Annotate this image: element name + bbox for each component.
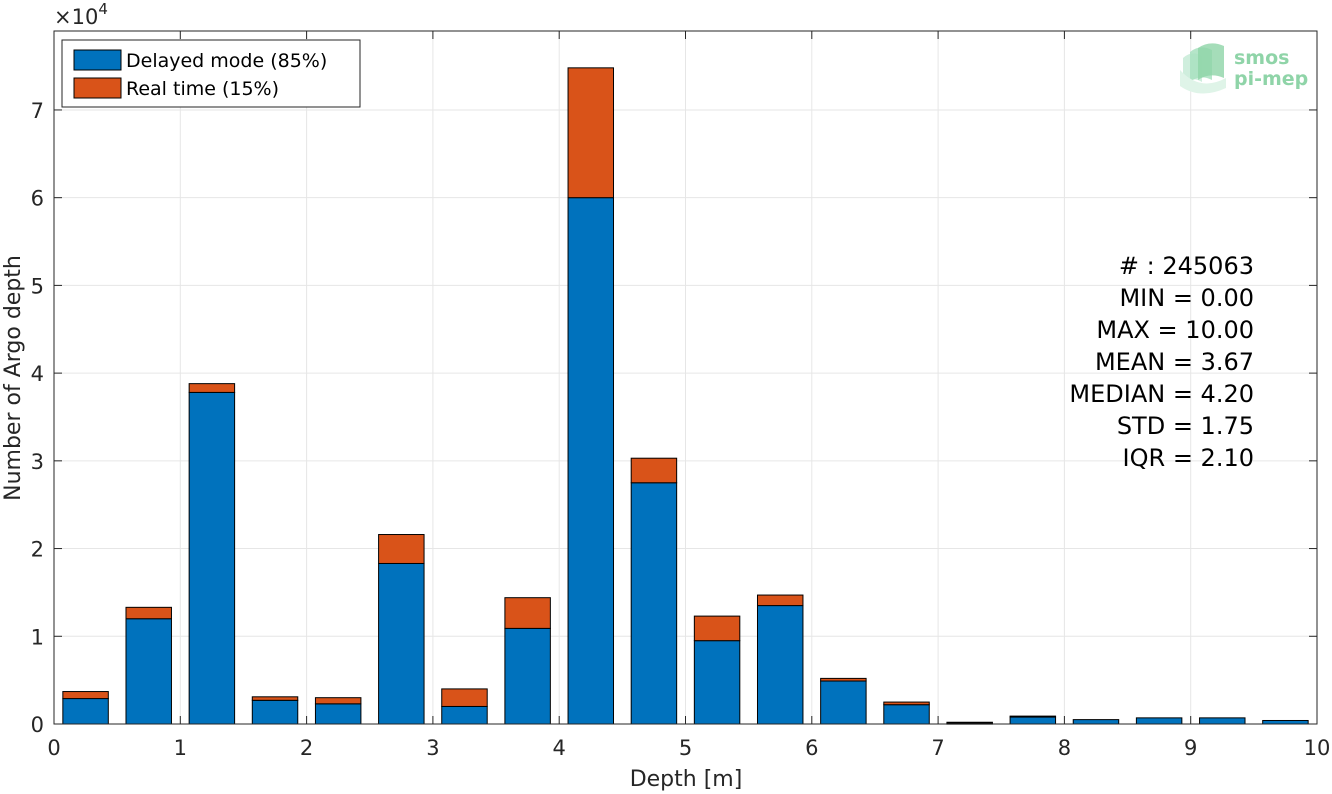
bar-real-time <box>125 606 172 620</box>
bar-real-time <box>693 615 741 642</box>
x-tick-label: 10 <box>1304 736 1331 760</box>
y-axis-label: Number of Argo depth <box>1 255 26 501</box>
x-tick-label: 2 <box>300 736 313 760</box>
bar-delayed-mode <box>314 703 362 725</box>
x-ticks: 0 1 2 3 4 5 6 7 8 9 10 <box>47 31 1330 760</box>
bar-real-time <box>946 721 993 724</box>
legend-swatch-real-time <box>73 77 122 99</box>
logo-text-pi-mep: pi-mep <box>1234 68 1308 90</box>
logo-mark-icon <box>1180 43 1226 94</box>
bar-real-time <box>504 597 551 629</box>
y-tick-label: 2 <box>31 538 44 562</box>
bar-delayed-mode <box>1262 719 1309 725</box>
x-tick-label: 9 <box>1184 736 1197 760</box>
stats-line: IQR = 2.10 <box>1123 444 1254 472</box>
bar-delayed-mode <box>441 705 488 725</box>
x-tick-label: 7 <box>931 736 944 760</box>
bar-delayed-mode <box>567 197 615 725</box>
y-tick-label: 3 <box>31 450 44 474</box>
bar-real-time <box>630 457 678 484</box>
legend: Delayed mode (85%) Real time (15%) <box>61 39 361 108</box>
bar-real-time <box>441 688 488 707</box>
legend-swatch-delayed-mode <box>73 49 122 71</box>
smos-pi-mep-logo: smos pi-mep <box>1180 43 1308 94</box>
x-tick-label: 6 <box>805 736 818 760</box>
logo-text-smos: smos <box>1234 47 1289 69</box>
y-tick-label: 6 <box>31 187 44 211</box>
y-tick-label: 5 <box>31 274 44 298</box>
x-tick-label: 8 <box>1058 736 1071 760</box>
bar-delayed-mode <box>1135 717 1183 725</box>
bar-real-time <box>314 697 362 705</box>
stats-line: MAX = 10.00 <box>1096 316 1254 344</box>
stats-line: MIN = 0.00 <box>1119 284 1254 312</box>
bar-delayed-mode <box>630 482 678 725</box>
bar-delayed-mode <box>378 562 425 725</box>
bar-delayed-mode <box>1009 716 1057 725</box>
stats-line: STD = 1.75 <box>1117 412 1254 440</box>
x-tick-label: 1 <box>174 736 187 760</box>
y-tick-label: 1 <box>31 625 44 649</box>
legend-label-delayed-mode: Delayed mode (85%) <box>126 50 327 72</box>
stats-line: # : 245063 <box>1119 252 1254 280</box>
bar-real-time <box>883 701 930 706</box>
bar-delayed-mode <box>62 698 109 725</box>
stats-line: MEAN = 3.67 <box>1095 348 1254 376</box>
x-tick-label: 0 <box>47 736 60 760</box>
y-multiplier-label: ×104 <box>54 0 108 29</box>
bar-delayed-mode <box>820 680 867 725</box>
bar-delayed-mode <box>504 627 551 725</box>
bar-delayed-mode <box>1072 719 1120 725</box>
bars <box>62 67 1309 725</box>
x-tick-label: 3 <box>426 736 439 760</box>
bar-delayed-mode <box>125 618 172 725</box>
bar-delayed-mode <box>756 605 804 725</box>
stats-line: MEDIAN = 4.20 <box>1069 380 1254 408</box>
bar-delayed-mode <box>251 699 299 725</box>
bar-real-time <box>188 383 236 393</box>
y-tick-label: 7 <box>31 99 44 123</box>
grid-lines <box>53 31 1318 725</box>
y-tick-label: 0 <box>31 713 44 737</box>
bar-delayed-mode <box>693 640 741 725</box>
y-ticks: 0 1 2 3 4 5 6 7 <box>31 99 1317 737</box>
x-tick-label: 4 <box>553 736 566 760</box>
bar-delayed-mode <box>188 391 236 725</box>
bar-real-time <box>251 696 299 701</box>
bar-real-time <box>378 534 425 564</box>
bar-real-time <box>1009 715 1057 718</box>
x-axis-label: Depth [m] <box>630 767 743 792</box>
stats-annotation: # : 245063 MIN = 0.00 MAX = 10.00 MEAN = 3.… <box>1069 252 1254 472</box>
bar-real-time <box>756 594 804 607</box>
x-tick-label: 5 <box>679 736 692 760</box>
bar-real-time <box>62 691 109 700</box>
bar-delayed-mode <box>1199 717 1246 725</box>
bar-delayed-mode <box>883 704 930 725</box>
bar-real-time <box>567 67 615 199</box>
bar-real-time <box>820 677 867 682</box>
legend-label-real-time: Real time (15%) <box>126 78 279 100</box>
y-tick-label: 4 <box>31 362 44 386</box>
